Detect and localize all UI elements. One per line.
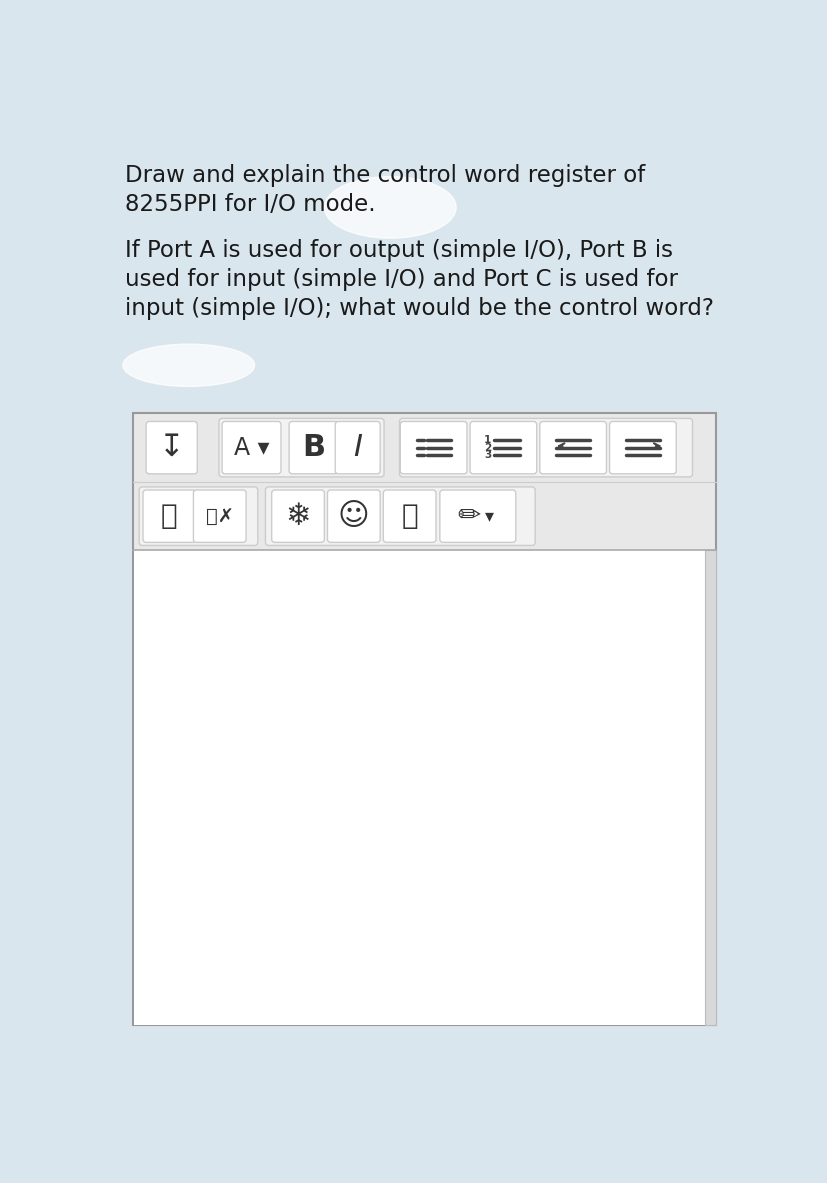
FancyBboxPatch shape [609, 421, 676, 474]
Text: ⛓✗: ⛓✗ [205, 506, 233, 525]
Text: input (simple I/O); what would be the control word?: input (simple I/O); what would be the co… [125, 297, 714, 321]
Text: A ▾: A ▾ [233, 435, 269, 460]
Text: ▾: ▾ [485, 508, 494, 525]
Bar [134, 550, 714, 1026]
Text: 3: 3 [484, 451, 491, 460]
FancyBboxPatch shape [399, 419, 691, 477]
Text: ↧: ↧ [159, 433, 184, 463]
Ellipse shape [324, 176, 456, 238]
FancyBboxPatch shape [335, 421, 380, 474]
Text: ☺: ☺ [337, 502, 369, 531]
FancyBboxPatch shape [146, 421, 197, 474]
Text: ❄: ❄ [285, 502, 310, 531]
FancyBboxPatch shape [218, 419, 384, 477]
Text: If Port A is used for output (simple I/O), Port B is: If Port A is used for output (simple I/O… [125, 239, 672, 261]
FancyBboxPatch shape [289, 421, 337, 474]
FancyBboxPatch shape [539, 421, 605, 474]
Text: I: I [353, 433, 361, 463]
Ellipse shape [122, 344, 255, 387]
Text: 2: 2 [484, 442, 491, 453]
Text: Draw and explain the control word register of: Draw and explain the control word regist… [125, 163, 645, 187]
Text: B: B [302, 433, 325, 463]
Text: 🖼: 🖼 [401, 502, 418, 530]
FancyBboxPatch shape [139, 487, 257, 545]
Text: used for input (simple I/O) and Port C is used for: used for input (simple I/O) and Port C i… [125, 269, 677, 291]
FancyBboxPatch shape [222, 421, 280, 474]
FancyBboxPatch shape [327, 490, 380, 542]
FancyBboxPatch shape [439, 490, 515, 542]
Text: ✏: ✏ [457, 502, 480, 530]
Bar [704, 550, 715, 1026]
FancyBboxPatch shape [399, 421, 466, 474]
FancyBboxPatch shape [194, 490, 246, 542]
Text: 1: 1 [484, 435, 491, 445]
Text: 8255PPI for I/O mode.: 8255PPI for I/O mode. [125, 193, 375, 215]
Bar [133, 413, 715, 1026]
FancyBboxPatch shape [143, 490, 195, 542]
FancyBboxPatch shape [265, 487, 534, 545]
Text: ⛓: ⛓ [161, 502, 178, 530]
FancyBboxPatch shape [271, 490, 324, 542]
FancyBboxPatch shape [470, 421, 536, 474]
FancyBboxPatch shape [383, 490, 436, 542]
